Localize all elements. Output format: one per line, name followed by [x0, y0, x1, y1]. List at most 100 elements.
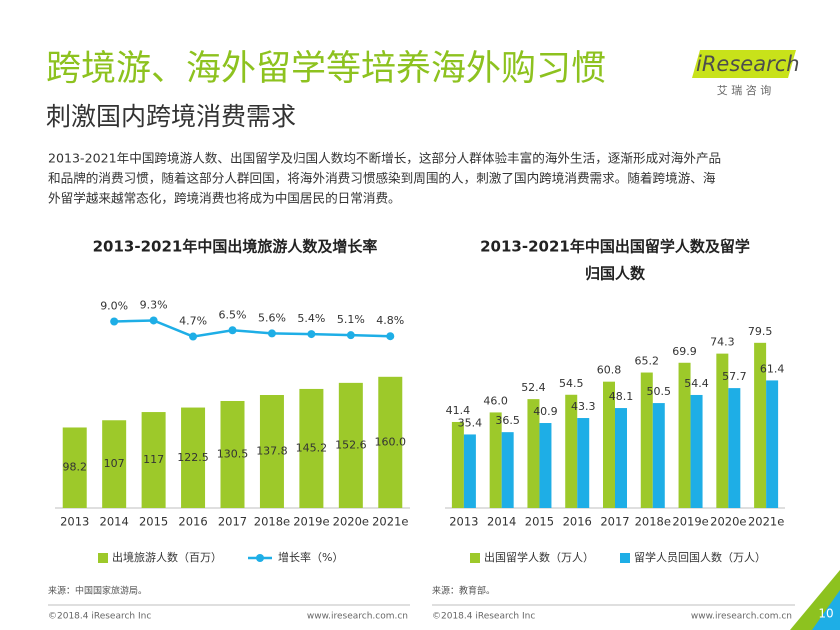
x-tick-label: 2020e: [710, 515, 746, 529]
source: 来源：中国国家旅游局。: [48, 585, 147, 597]
line-marker: [110, 317, 119, 326]
x-tick-label: 2013: [449, 515, 478, 529]
corner: [812, 590, 840, 630]
data-label: 40.9: [533, 405, 558, 418]
legend-marker: [256, 554, 264, 562]
bar: [603, 381, 615, 508]
bar: [451, 421, 464, 508]
bar: [220, 400, 245, 508]
bar: [766, 380, 779, 508]
bar: [378, 376, 403, 508]
slide-title: 跨境游、海外留学等培养海外购习惯: [46, 49, 606, 89]
x-tick-label: 2016: [563, 515, 592, 529]
data-label: 41.4: [446, 404, 471, 417]
legend-label: 出国留学人数（万人）: [484, 550, 594, 564]
data-label: 69.9: [672, 345, 697, 358]
x-tick-label: 2019e: [672, 515, 708, 529]
data-label: 160.0: [375, 435, 407, 448]
data-label: 35.4: [458, 416, 483, 429]
x-tick-label: 2017: [218, 515, 247, 529]
bar: [754, 342, 767, 508]
bar: [728, 388, 741, 508]
paragraph-line: 和品牌的消费习惯，随着这部分人群回国，将海外消费习惯感染到周围的人，刺激了国内跨…: [48, 171, 716, 186]
bar: [463, 434, 476, 508]
data-label: 145.2: [296, 441, 328, 454]
data-label: 5.4%: [297, 312, 325, 325]
data-label: 52.4: [521, 381, 546, 394]
chart-title: 2013-2021年中国出境旅游人数及增长率: [93, 238, 378, 256]
data-label: 36.5: [495, 414, 520, 427]
bar: [102, 420, 127, 508]
line-marker: [267, 329, 276, 338]
copyright: ©2018.4 iResearch Inc: [432, 612, 535, 622]
legend-label: 留学人员回国人数（万人）: [634, 550, 766, 564]
data-label: 61.4: [760, 362, 785, 375]
bar: [640, 372, 653, 508]
bar: [615, 408, 627, 508]
data-label: 9.0%: [100, 300, 128, 313]
line-marker: [307, 330, 316, 339]
data-label: 57.7: [722, 370, 747, 383]
data-label: 117: [143, 453, 164, 466]
line-marker: [189, 332, 198, 341]
x-tick-label: 2017: [600, 515, 629, 529]
data-label: 48.1: [609, 390, 634, 403]
x-tick-label: 2014: [100, 515, 129, 529]
logo: iResearch: [696, 52, 800, 76]
bar: [565, 394, 578, 508]
paragraph-line: 2013-2021年中国跨境游人数、出国留学及归国人数均不断增长，这部分人群体验…: [48, 151, 721, 166]
paragraph-line: 外留学越来越常态化，跨境消费也将成为中国居民的日常消费。: [48, 191, 401, 206]
data-label: 5.1%: [337, 313, 365, 326]
data-label: 4.8%: [376, 314, 404, 327]
slide-subtitle: 刺激国内跨境消费需求: [46, 102, 296, 131]
data-label: 79.5: [748, 325, 773, 338]
data-label: 65.2: [635, 355, 660, 368]
legend-swatch: [470, 553, 480, 563]
x-tick-label: 2020e: [333, 515, 369, 529]
data-label: 6.5%: [219, 308, 247, 321]
data-label: 54.4: [684, 377, 709, 390]
bar: [690, 394, 703, 508]
line-marker: [346, 331, 355, 340]
data-label: 46.0: [483, 394, 508, 407]
data-label: 137.8: [256, 445, 288, 458]
x-tick-label: 2015: [139, 515, 168, 529]
x-tick-label: 2018e: [635, 515, 671, 529]
data-label: 54.5: [559, 377, 584, 390]
legend-swatch: [98, 553, 108, 563]
x-tick-label: 2015: [525, 515, 554, 529]
data-label: 152.6: [335, 438, 367, 451]
source: 来源：教育部。: [432, 585, 495, 597]
chart-title: 2013-2021年中国出国留学人数及留学: [480, 238, 750, 256]
bar: [259, 395, 284, 508]
bar: [338, 382, 363, 508]
bar: [141, 412, 166, 508]
data-label: 5.6%: [258, 311, 286, 324]
bar: [652, 403, 665, 508]
bar: [678, 362, 691, 508]
data-label: 43.3: [571, 400, 596, 413]
data-label: 98.2: [62, 461, 87, 474]
x-tick-label: 2016: [178, 515, 207, 529]
line-marker: [228, 326, 237, 335]
data-label: 74.3: [710, 336, 735, 349]
bar: [181, 407, 206, 508]
bar: [489, 412, 502, 508]
copyright: ©2018.4 iResearch Inc: [48, 612, 151, 622]
x-tick-label: 2019e: [293, 515, 329, 529]
logo-sub: 艾 瑞 咨 询: [717, 83, 772, 97]
x-tick-label: 2014: [487, 515, 516, 529]
bar: [716, 353, 729, 508]
x-tick-label: 2021e: [372, 515, 408, 529]
bar: [62, 427, 87, 508]
line-marker: [149, 316, 158, 325]
data-label: 4.7%: [179, 315, 207, 328]
data-label: 107: [104, 457, 125, 470]
x-tick-label: 2018e: [254, 515, 290, 529]
x-tick-label: 2013: [60, 515, 89, 529]
logo-shape: [692, 50, 796, 78]
line: [114, 319, 391, 338]
line-marker: [386, 332, 395, 341]
bar: [527, 399, 540, 508]
legend-label: 出境旅游人数（百万）: [112, 550, 222, 564]
